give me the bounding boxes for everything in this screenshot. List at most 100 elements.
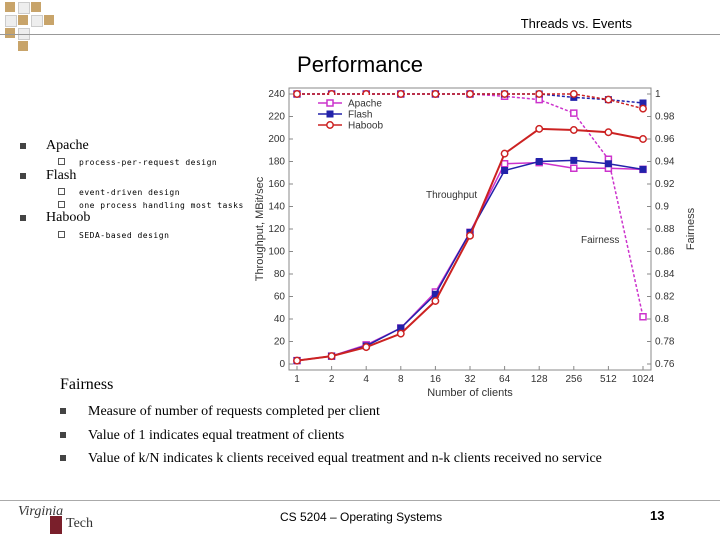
fairness-title: Fairness: [60, 376, 114, 393]
deco-square: [5, 2, 15, 12]
bullet-square-icon: [20, 173, 26, 179]
bullet-label: Flash: [46, 168, 77, 183]
throughput-point-apache: [535, 158, 543, 167]
fairness-point-flash: [535, 90, 543, 98]
throughput-point-apache: [570, 164, 578, 172]
y2-tick-label: 0.82: [655, 292, 675, 303]
fairness-point-flash: [570, 93, 578, 101]
y2-tick-label: 0.92: [655, 179, 675, 190]
deco-square: [44, 15, 54, 25]
page-number: 13: [650, 508, 665, 523]
fairness-line-apache: [297, 93, 644, 317]
bullet-item-apache: Apache: [20, 136, 89, 154]
throughput-point-haboob: [293, 356, 301, 365]
throughput-point-apache: [639, 165, 647, 174]
y-tick-label: 0: [279, 359, 285, 370]
fairness-point-apache: [327, 90, 336, 98]
y-tick-label: 120: [268, 224, 285, 235]
y-tick-label: 180: [268, 157, 285, 168]
deco-square: [18, 2, 30, 14]
fairness-point-flash: [639, 99, 647, 107]
bullet-item-flash: Flash: [20, 166, 76, 184]
bullet-square-icon: [60, 432, 66, 438]
x-tick-label: 1: [294, 374, 300, 385]
sub-bullet-square-icon: [58, 231, 65, 238]
bullet-label: Apache: [46, 138, 89, 153]
sub-bullet-label: SEDA-based design: [79, 231, 170, 240]
footer-rule: [0, 500, 720, 501]
y-tick-label: 40: [274, 314, 286, 325]
throughput-point-haboob: [500, 149, 509, 158]
fairness-point-flash: [362, 90, 370, 98]
fairness-point-flash: [431, 90, 439, 98]
fairness-line-flash: [297, 93, 644, 104]
fairness-point-apache: [639, 313, 647, 321]
throughput-point-haboob: [535, 124, 544, 133]
y-tick-label: 220: [268, 112, 285, 123]
header-title: Threads vs. Events: [520, 16, 632, 31]
sub-bullet-label: process-per-request design: [79, 158, 218, 167]
throughput-point-flash: [639, 165, 647, 173]
sub-bullet-item: event-driven design: [58, 182, 180, 200]
legend-label: Flash: [348, 110, 372, 121]
bullet-label: Haboob: [46, 210, 91, 225]
x-tick-label: 32: [464, 374, 476, 385]
university-logo-text: Virginia: [18, 504, 64, 519]
annotation-fairness: Fairness: [581, 235, 619, 246]
deco-square: [31, 15, 43, 27]
fairness-point-apache: [500, 92, 509, 100]
university-logo-emblem: [50, 516, 62, 534]
fairness-point-haboob: [327, 90, 336, 98]
throughput-point-flash: [466, 228, 474, 236]
fairness-point-flash: [293, 90, 301, 98]
y2-tick-label: 0.86: [655, 247, 675, 258]
throughput-point-haboob: [569, 126, 578, 134]
y2-tick-label: 0.88: [655, 224, 675, 235]
sub-bullet-item: process-per-request design: [58, 152, 217, 170]
legend-marker: [326, 121, 334, 129]
throughput-point-haboob: [604, 128, 613, 137]
fairness-point-haboob: [535, 90, 544, 98]
y2-tick-label: 0.84: [655, 269, 675, 280]
y2-tick-label: 0.94: [655, 157, 675, 168]
fairness-point-haboob: [293, 90, 301, 98]
x-tick-label: 64: [499, 374, 511, 385]
sub-bullet-square-icon: [58, 201, 65, 208]
fairness-point-haboob: [431, 90, 440, 98]
y2-tick-label: 0.96: [655, 134, 675, 145]
fairness-line-haboob: [297, 93, 644, 110]
fairness-point-haboob: [500, 90, 509, 98]
y2-tick-label: 0.9: [655, 202, 669, 213]
x-tick-label: 512: [600, 374, 617, 385]
header-rule: [0, 34, 720, 35]
bullet-square-icon: [20, 143, 26, 149]
legend-box: [314, 95, 394, 133]
bullet-item-haboob: Haboob: [20, 208, 90, 226]
y2-tick-label: 0.98: [655, 112, 675, 123]
y-tick-label: 60: [274, 292, 286, 303]
throughput-line-haboob: [296, 127, 644, 362]
x-tick-label: 256: [565, 374, 582, 385]
y2-tick-label: 0.8: [655, 314, 669, 325]
x-tick-label: 1024: [632, 374, 655, 385]
legend-label: Apache: [348, 99, 382, 110]
deco-square: [5, 28, 15, 38]
throughput-point-haboob: [431, 297, 440, 305]
fairness-point-flash: [328, 90, 336, 98]
fairness-point-apache: [604, 155, 613, 163]
throughput-point-haboob: [362, 343, 371, 352]
throughput-point-apache: [604, 164, 613, 172]
legend-marker: [326, 99, 334, 107]
throughput-point-apache: [431, 288, 440, 296]
plot-frame: [288, 87, 652, 371]
throughput-line-apache: [296, 161, 644, 362]
throughput-point-flash: [501, 167, 509, 174]
throughput-point-apache: [466, 228, 474, 237]
sub-bullet-item: SEDA-based design: [58, 225, 169, 243]
fairness-item-text: Value of k/N indicates k clients receive…: [88, 451, 602, 466]
throughput-point-haboob: [639, 135, 647, 143]
deco-square: [18, 15, 28, 25]
x-tick-label: 4: [363, 374, 369, 385]
throughput-point-flash: [570, 156, 578, 164]
university-logo-text: Tech: [66, 516, 94, 531]
